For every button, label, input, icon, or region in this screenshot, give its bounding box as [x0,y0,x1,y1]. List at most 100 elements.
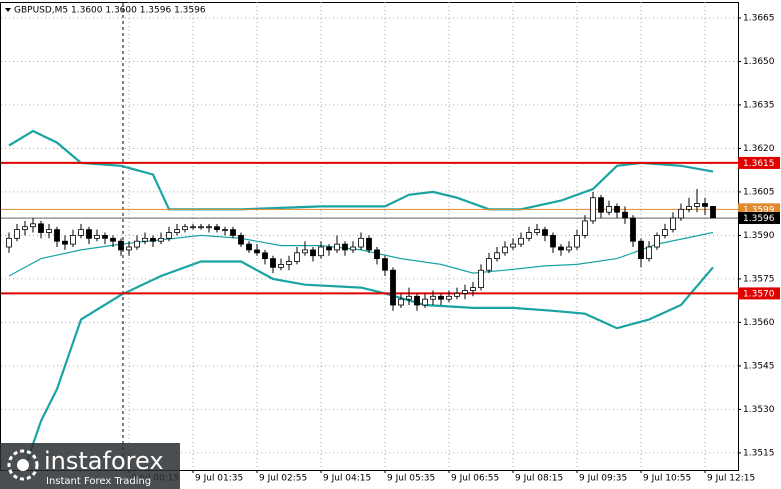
candle-body [270,258,276,268]
y-tick-label: 1.3530 [743,405,775,415]
candle-body [582,220,588,236]
candle-body [366,237,372,251]
watermark-brand: instaforex [44,447,164,475]
candle-body [262,252,268,260]
candle-body [494,252,500,260]
candle-body [550,235,556,248]
axes: 1.3665 1.3650 1.3635 1.3620 1.3605 1.3590 1.35… [128,13,780,484]
x-tick-label: 9 Jul 09:35 [579,474,627,484]
candle-body [238,235,244,245]
candle-body [126,246,132,251]
candle-body [430,295,436,300]
candle-body [454,293,460,297]
candle-body [14,229,20,239]
y-tick-label: 1.3650 [743,57,775,67]
candle-body [38,223,44,233]
x-tick-label: 9 Jul 12:15 [707,474,755,484]
candle-body [62,240,68,245]
candle-body [46,229,52,233]
candle-body [166,232,172,239]
candle-body [534,229,540,233]
candle-body [702,203,708,207]
plot-frame [0,2,739,471]
candle-body [78,229,84,236]
candle-body [286,261,292,265]
candle-body [398,298,404,306]
level-label-box [738,287,780,300]
candle-body [246,243,252,251]
level-label-box [738,212,780,225]
candle-body [222,229,228,232]
candle-body [558,246,564,251]
candle-body [318,246,324,257]
candle-body [134,240,140,248]
candle-body [422,298,428,306]
candle-body [334,243,340,251]
candle-body [174,229,180,233]
candle-body [198,226,204,229]
x-tick-label: 9 Jul 02:55 [259,474,307,484]
candle-body [574,235,580,248]
candle-body [326,246,332,251]
candle-body [622,211,628,219]
candle-body [22,226,28,231]
candle-body [662,229,668,236]
y-tick-label: 1.3590 [743,231,775,241]
candle-body [646,246,652,260]
level-label: 1.3570 [743,289,775,299]
y-tick-label: 1.3620 [743,144,775,154]
candle-body [278,264,284,268]
candle-body [190,226,196,229]
candle-body [110,237,116,242]
y-tick-label: 1.3665 [743,13,775,23]
band-line [23,260,714,468]
candle-body [678,208,684,219]
y-tick-label: 1.3635 [743,100,775,110]
candle-body [694,203,700,207]
candle-body [438,295,444,300]
level-label: 1.3599 [743,205,775,215]
band-line [8,129,714,211]
candle-body [462,290,468,294]
candle-body [30,223,36,228]
candle-body [54,229,60,242]
candle-body [654,235,660,248]
candle-body [118,240,124,251]
candle-body [686,206,692,210]
candle-body [630,217,636,242]
level-label-box [738,156,780,169]
level-label: 1.3615 [743,159,775,169]
candle-body [510,243,516,248]
candle-body [382,258,388,271]
candle-body [374,249,380,260]
candle-body [606,206,612,213]
candle-body [486,258,492,271]
x-tick-label: 9 Jul 05:35 [387,474,435,484]
candle-body [206,226,212,229]
candle-body [294,252,300,262]
candle-body [70,235,76,245]
candle-body [342,243,348,251]
candles [6,189,716,311]
candle-body [214,226,220,231]
y-tick-label: 1.3545 [743,361,775,371]
y-tick-label: 1.3605 [743,187,775,197]
candle-body [542,229,548,236]
candle-body [502,246,508,254]
x-tick-label: 9 Jul 04:15 [323,474,371,484]
x-tick-label: 9 Jul 01:35 [195,474,243,484]
x-tick-label: 9 Jul 10:55 [643,474,691,484]
level-label: 1.3596 [743,214,775,224]
x-tick-label: 9 Jul 08:15 [515,474,563,484]
candle-body [446,295,452,300]
candle-body [414,295,420,306]
candle-body [406,295,412,300]
menu-arrow[interactable] [5,8,11,12]
watermark-logo-center [17,459,29,471]
candle-body [150,237,156,242]
watermark-box [0,443,180,489]
candle-body [518,237,524,245]
y-tick-label: 1.3515 [743,448,775,458]
